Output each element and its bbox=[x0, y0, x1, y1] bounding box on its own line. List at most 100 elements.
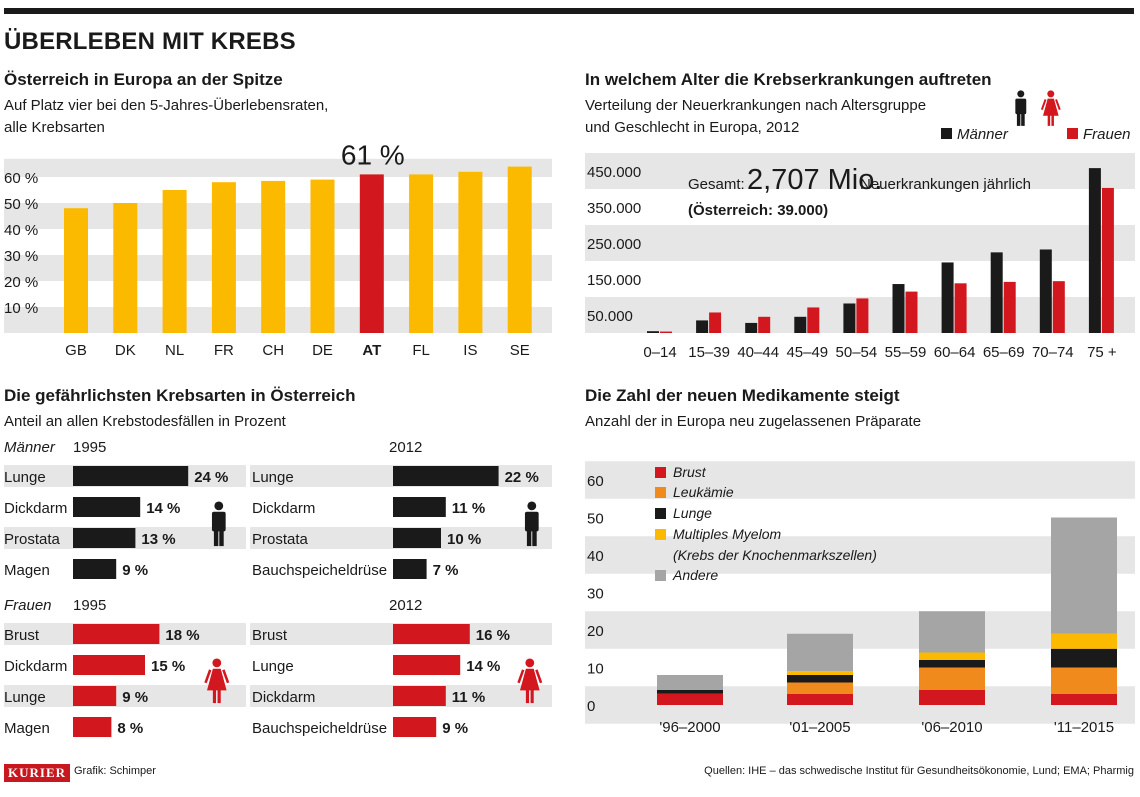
panel4-subtitle: Anzahl der in Europa neu zugelassenen Pr… bbox=[585, 413, 922, 430]
bar-FL bbox=[409, 174, 434, 333]
male-icon bbox=[1015, 90, 1027, 126]
row-label: Brust bbox=[4, 627, 40, 644]
stack-segment-4 bbox=[787, 633, 853, 672]
panel1-subtitle-1: Auf Platz vier bei den 5-Jahres-Überlebe… bbox=[4, 97, 329, 114]
row-label: Dickdarm bbox=[4, 658, 67, 675]
x-tick-label: 55–59 bbox=[885, 344, 927, 361]
panel3-subtitle: Anteil an allen Krebstodesfällen in Proz… bbox=[4, 413, 286, 430]
row-bar bbox=[73, 686, 117, 706]
row-label: Dickdarm bbox=[4, 500, 67, 517]
x-tick-label: NL bbox=[165, 342, 184, 359]
x-tick-label: SE bbox=[510, 342, 530, 359]
stack-segment-2 bbox=[657, 690, 723, 694]
bar-GB bbox=[64, 208, 88, 333]
group-sex-label: Frauen bbox=[4, 597, 52, 614]
row-value: 22 % bbox=[505, 469, 539, 486]
female-icon bbox=[1040, 90, 1061, 126]
bar-maenner-9 bbox=[1088, 168, 1101, 333]
y-tick-label: 50 % bbox=[4, 196, 38, 213]
stack-segment-1 bbox=[787, 682, 853, 694]
y-tick-label: 50 bbox=[587, 511, 604, 528]
y-tick-label: 10 bbox=[587, 661, 604, 678]
y-tick-label: 50.000 bbox=[587, 308, 633, 325]
row-value: 14 % bbox=[146, 500, 180, 517]
female-icon-1995 bbox=[204, 658, 230, 704]
legend-note: (Krebs der Knochenmarkszellen) bbox=[673, 547, 877, 563]
bar-maenner-8 bbox=[1039, 249, 1052, 333]
x-tick-label: 0–14 bbox=[643, 344, 676, 361]
grid-band bbox=[585, 611, 1135, 649]
stack-segment-4 bbox=[657, 675, 723, 690]
x-tick-label: DE bbox=[312, 342, 333, 359]
row-value: 9 % bbox=[122, 562, 148, 579]
row-value: 13 % bbox=[141, 531, 175, 548]
row-value: 24 % bbox=[194, 469, 228, 486]
y-tick-label: 20 % bbox=[4, 274, 38, 291]
bar-frauen-8 bbox=[1052, 281, 1065, 333]
legend-swatch-2 bbox=[655, 508, 666, 519]
bar-maenner-5 bbox=[892, 284, 905, 333]
row-value: 18 % bbox=[165, 627, 199, 644]
bar-SE bbox=[507, 166, 532, 333]
row-value: 8 % bbox=[117, 720, 143, 737]
annotation-total: 2,707 Mio. bbox=[747, 164, 882, 196]
kurier-logo: KURIER bbox=[4, 764, 71, 782]
row-label: Magen bbox=[4, 720, 50, 737]
bar-frauen-3 bbox=[807, 307, 820, 333]
cancer-types-chart: Männer 1995 Lunge 24 % Dickdarm 14 % Prostata 1… bbox=[4, 439, 552, 737]
x-tick-label: GB bbox=[65, 342, 87, 359]
stack-segment-4 bbox=[1051, 517, 1117, 634]
row-label: Lunge bbox=[252, 658, 294, 675]
legend-swatch-maenner bbox=[941, 128, 952, 139]
y-tick-label: 20 bbox=[587, 623, 604, 640]
bar-frauen-9 bbox=[1101, 187, 1114, 333]
panel4-title: Die Zahl der neuen Medikamente steigt bbox=[585, 386, 900, 405]
x-tick-label: 65–69 bbox=[983, 344, 1025, 361]
y-tick-label: 0 bbox=[587, 698, 595, 715]
sources-note: Quellen: IHE – das schwedische Institut … bbox=[704, 765, 1134, 777]
x-tick-label: '96–2000 bbox=[659, 719, 720, 736]
panel2-title: In welchem Alter die Krebserkrankungen a… bbox=[585, 70, 992, 89]
bar-frauen-1 bbox=[709, 312, 722, 333]
y-tick-label: 450.000 bbox=[587, 164, 641, 181]
y-tick-label: 10 % bbox=[4, 300, 38, 317]
group-year-label: 2012 bbox=[389, 597, 422, 614]
stack-segment-2 bbox=[919, 660, 985, 668]
y-tick-label: 30 % bbox=[4, 248, 38, 265]
y-tick-label: 30 bbox=[587, 586, 604, 603]
row-value: 10 % bbox=[447, 531, 481, 548]
legend-label-maenner: Männer bbox=[957, 126, 1009, 143]
x-tick-label: 75 + bbox=[1087, 344, 1117, 361]
stack-segment-0 bbox=[1051, 693, 1117, 705]
legend-label: Andere bbox=[672, 567, 718, 583]
x-tick-label: '01–2005 bbox=[789, 719, 850, 736]
bar-maenner-1 bbox=[696, 320, 709, 333]
row-value: 9 % bbox=[122, 689, 148, 706]
male-icon-2012 bbox=[524, 501, 539, 547]
x-tick-label: 45–49 bbox=[786, 344, 828, 361]
row-label: Prostata bbox=[4, 531, 61, 548]
x-tick-label: 15–39 bbox=[688, 344, 730, 361]
y-tick-label: 60 % bbox=[4, 170, 38, 187]
bar-maenner-7 bbox=[990, 252, 1003, 333]
legend-label: Multiples Myelom bbox=[673, 526, 781, 542]
x-tick-label: 50–54 bbox=[836, 344, 878, 361]
bar-frauen-6 bbox=[954, 283, 967, 333]
bar-maenner-6 bbox=[941, 262, 954, 333]
row-bar bbox=[73, 559, 117, 579]
bar-AT bbox=[359, 174, 384, 333]
stack-segment-4 bbox=[919, 611, 985, 653]
row-bar bbox=[393, 686, 446, 706]
y-tick-label: 40 % bbox=[4, 222, 38, 239]
group-year-label: 1995 bbox=[73, 439, 106, 456]
row-bar bbox=[73, 528, 136, 548]
x-tick-label: 40–44 bbox=[737, 344, 779, 361]
stack-segment-2 bbox=[1051, 648, 1117, 668]
row-label: Lunge bbox=[252, 469, 294, 486]
survival-rate-chart: 10 % 20 % 30 % 40 % 50 % 60 % GB DK NL FR CH DE AT 61… bbox=[4, 139, 552, 359]
row-bar bbox=[73, 497, 141, 517]
row-label: Magen bbox=[4, 562, 50, 579]
bar-FR bbox=[211, 182, 236, 333]
annotation-suffix: Neuerkrankungen jährlich bbox=[860, 176, 1031, 193]
row-bar bbox=[73, 466, 189, 486]
